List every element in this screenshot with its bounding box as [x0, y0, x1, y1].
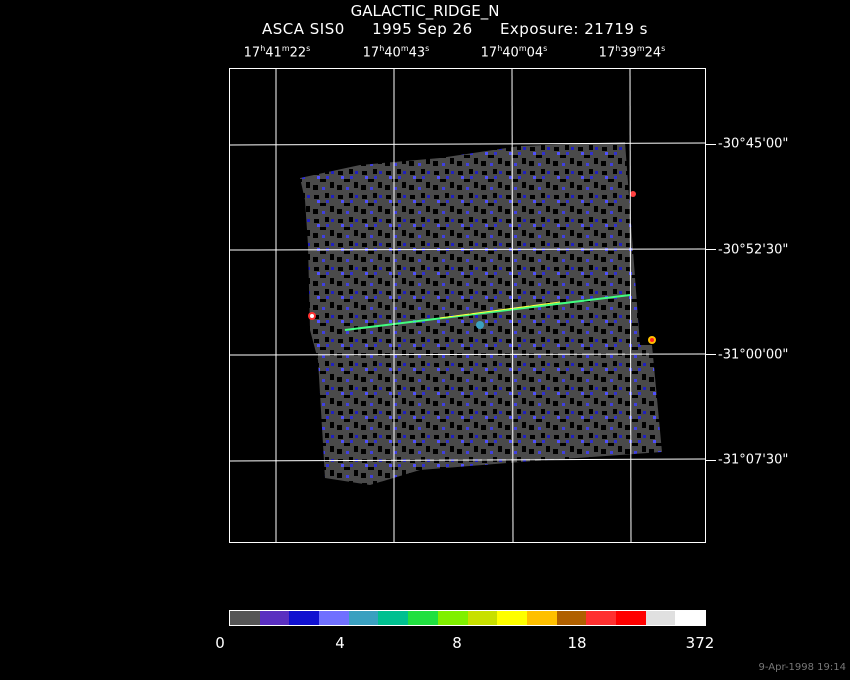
ra-label: 17h40m43s: [362, 44, 430, 61]
dec-label: -31°07'30": [718, 452, 789, 468]
colorbar-swatch: [586, 611, 616, 625]
ridge-streak: [344, 294, 631, 331]
image-frame: [229, 68, 706, 543]
ra-label: 17h41m22s: [243, 44, 311, 61]
colorbar-swatch: [289, 611, 320, 625]
color-scale-bar: [229, 610, 706, 626]
dec-tick: [706, 460, 716, 461]
colorbar-swatch: [526, 611, 557, 625]
dec-label: -31°00'00": [718, 347, 789, 363]
colorbar-swatch: [348, 611, 379, 625]
colorbar-swatch: [230, 611, 260, 625]
dec-tick: [706, 249, 716, 250]
colorbar-label: 18: [567, 634, 587, 652]
colorbar-swatch: [467, 611, 498, 625]
bright-sources: [308, 191, 656, 344]
coordinate-grid: [228, 67, 707, 544]
dec-tick: [706, 354, 716, 355]
colorbar-label: 8: [452, 634, 462, 652]
dec-label: -30°52'30": [718, 242, 789, 258]
colorbar-swatch: [645, 611, 676, 625]
field-title: GALACTIC_RIDGE_N: [350, 2, 500, 20]
ra-label: 17h39m24s: [598, 44, 666, 61]
colorbar-swatch: [556, 611, 587, 625]
render-timestamp: 9-Apr-1998 19:14: [758, 662, 846, 673]
colorbar-swatch: [319, 611, 349, 625]
colorbar-swatch: [437, 611, 468, 625]
dec-tick: [706, 144, 716, 145]
colorbar-swatch: [378, 611, 409, 625]
colorbar-swatch: [615, 611, 646, 625]
colorbar-label: 0: [215, 634, 225, 652]
dec-label: -30°45'00": [718, 136, 789, 152]
exposure-label: Exposure: 21719 s: [499, 20, 649, 38]
colorbar-swatch: [497, 611, 527, 625]
colorbar-swatch: [675, 611, 705, 625]
observation-date: 1995 Sep 26: [372, 20, 473, 38]
observation-info: ASCA SIS0 1995 Sep 26 Exposure: 21719 s: [262, 20, 648, 38]
colorbar-swatch: [259, 611, 290, 625]
ra-label: 17h40m04s: [480, 44, 548, 61]
colorbar-label: 4: [335, 634, 345, 652]
colorbar-swatch: [408, 611, 438, 625]
instrument-label: ASCA SIS0: [262, 20, 345, 38]
colorbar-label: 372: [685, 634, 715, 652]
